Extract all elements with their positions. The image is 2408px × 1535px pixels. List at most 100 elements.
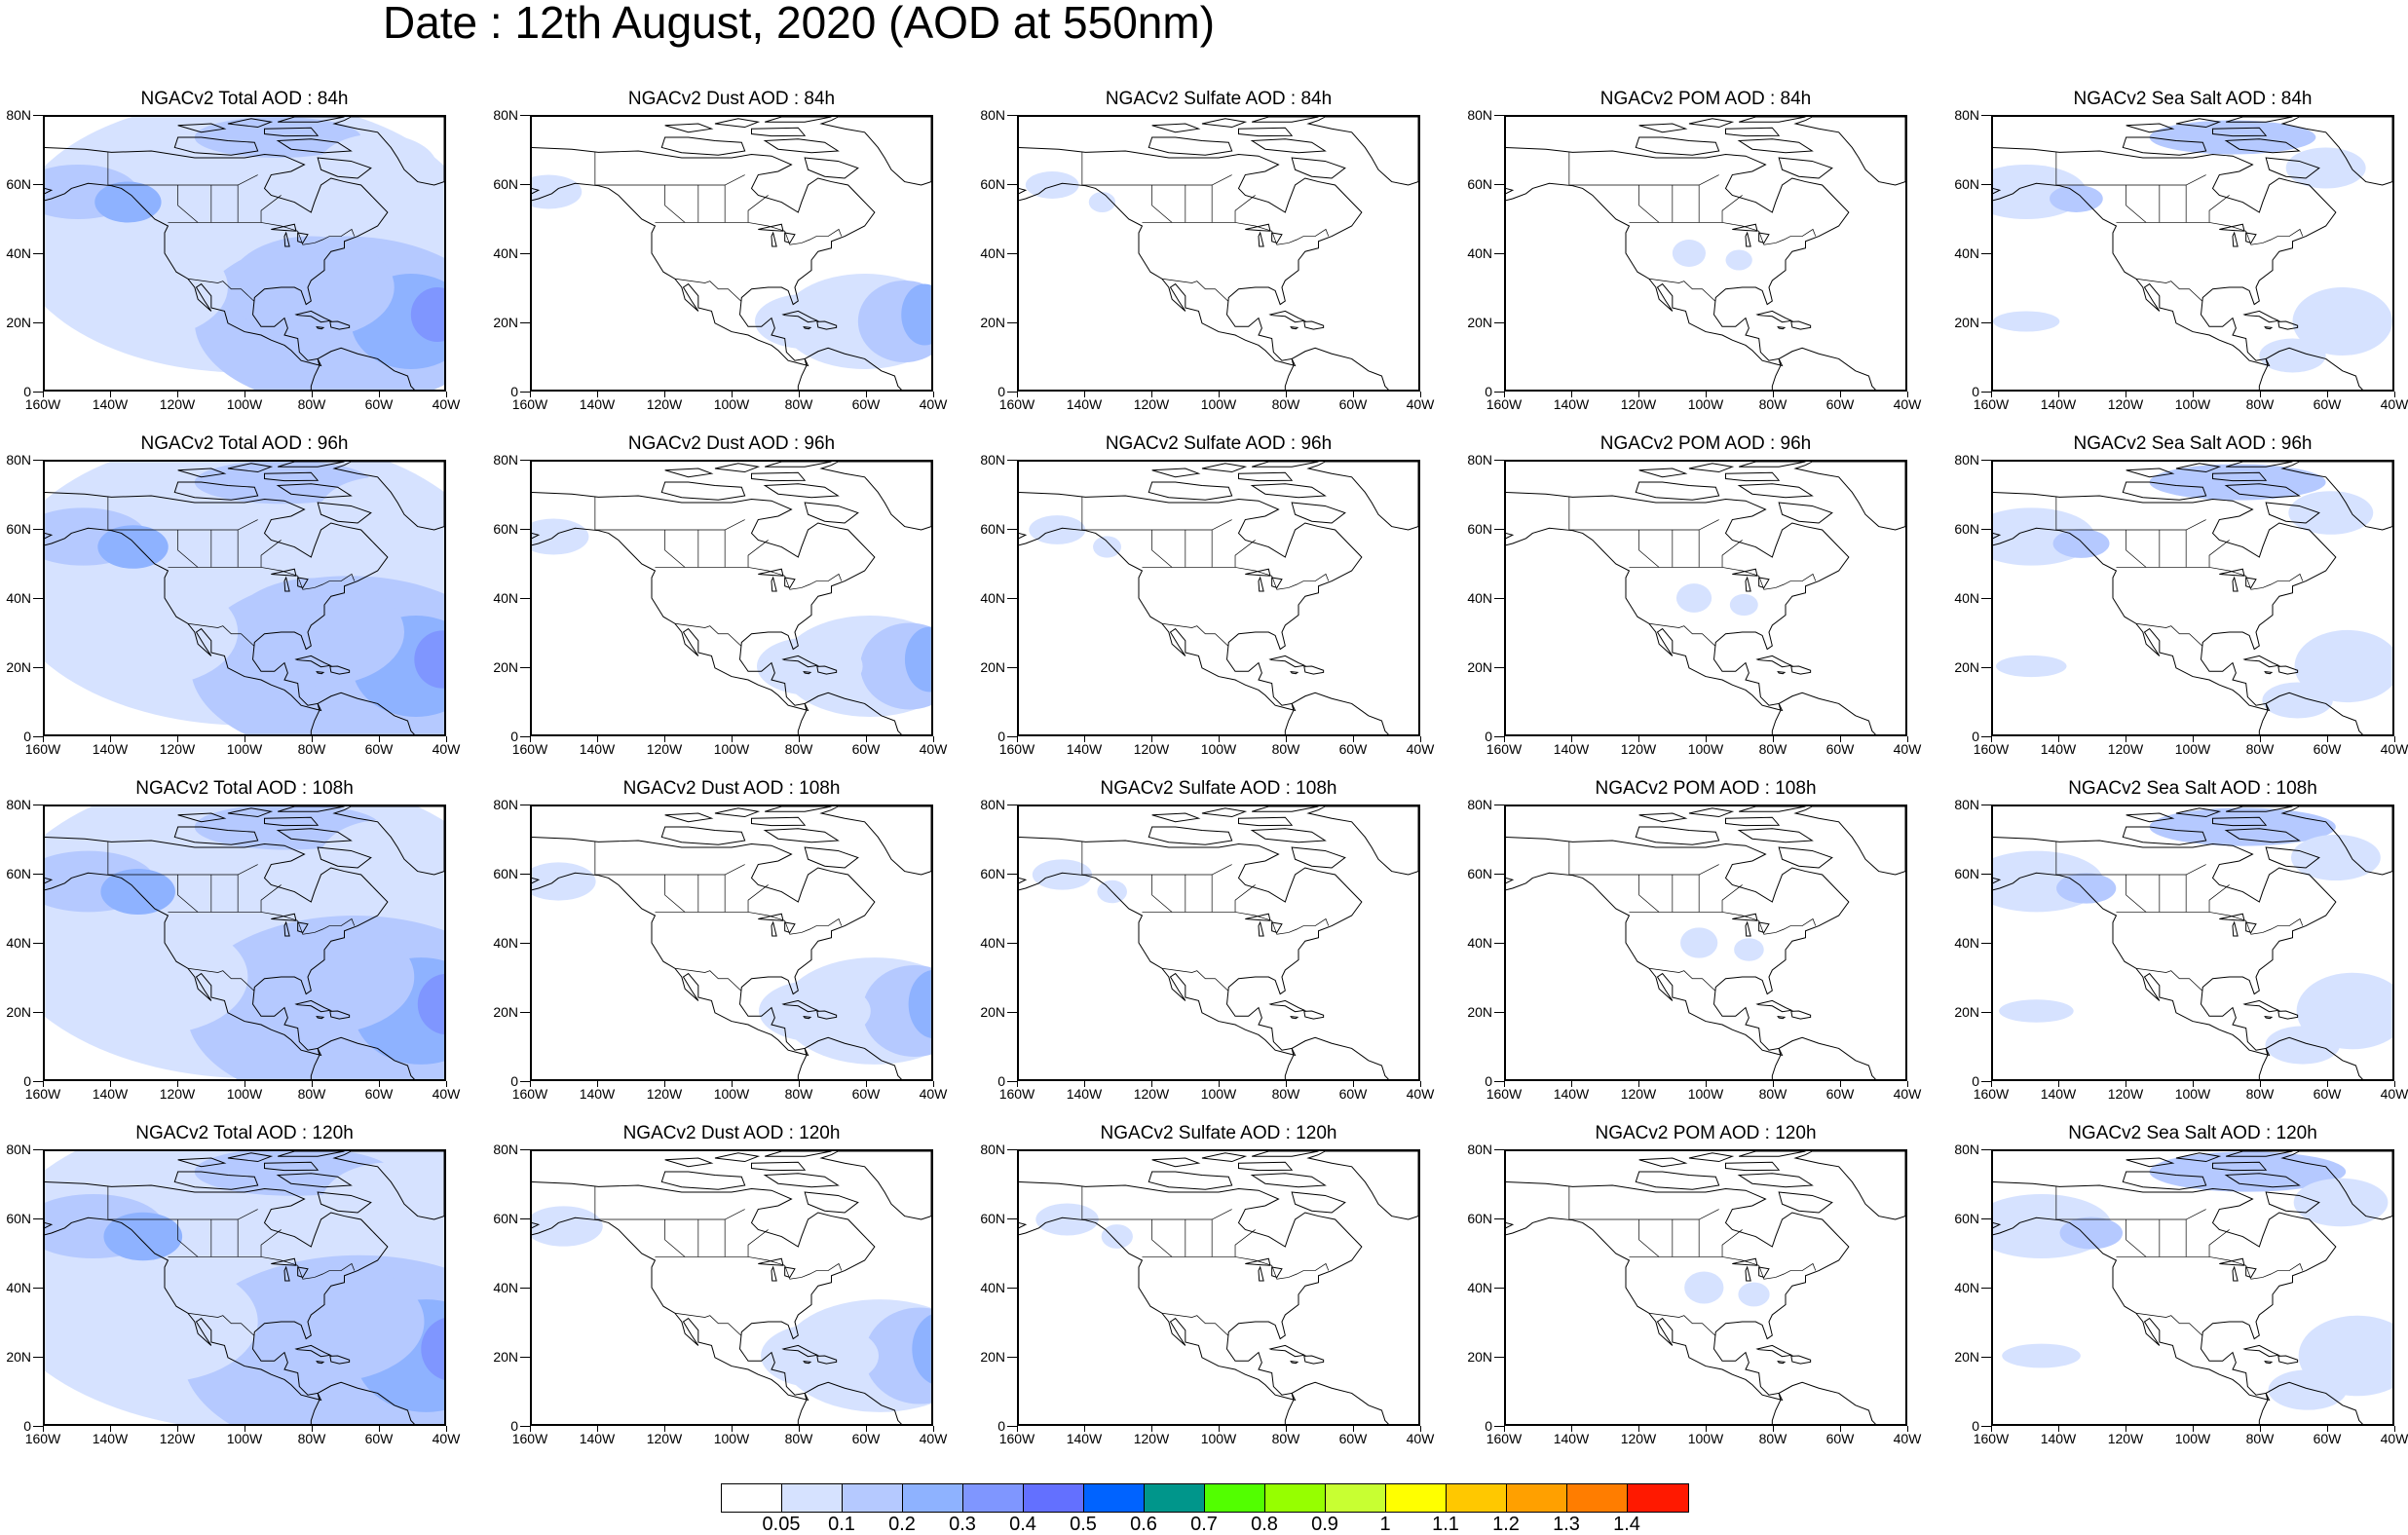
latitude-label: 0: [1972, 1073, 1979, 1089]
hispaniola-outline: [1303, 320, 1325, 330]
map-frame: [43, 460, 446, 736]
arctic-island-outline: [317, 157, 372, 179]
south-america-outline: [1771, 347, 1876, 390]
longitude-tick: [1353, 1426, 1354, 1432]
great-lake-outline: [283, 576, 290, 592]
aod-map: [1019, 117, 1418, 390]
longitude-tick: [1219, 1081, 1220, 1087]
arctic-island-outline: [763, 828, 840, 843]
longitude-tick: [530, 392, 531, 397]
aod-contour-region: [1680, 927, 1718, 958]
coastlines: [45, 1151, 444, 1424]
panel-title: NGACv2 Sea Salt AOD : 108h: [2068, 778, 2317, 799]
longitude-tick: [446, 1081, 447, 1087]
longitude-tick: [1504, 392, 1505, 397]
political-border: [664, 185, 686, 223]
longitude-label: 80W: [2245, 1431, 2275, 1446]
longitude-tick: [732, 736, 733, 742]
longitude-tick: [1638, 1426, 1639, 1432]
longitude-label: 140W: [1066, 1431, 1103, 1446]
longitude-label: 100W: [713, 1431, 750, 1446]
longitude-tick: [1151, 1081, 1152, 1087]
longitude-tick: [732, 1081, 733, 1087]
jamaica-outline: [1777, 1361, 1787, 1365]
north-america-outline: [45, 146, 389, 367]
longitude-tick: [1773, 392, 1774, 397]
jamaica-outline: [803, 1016, 812, 1020]
longitude-tick: [1991, 1426, 1992, 1432]
political-border: [1568, 864, 1719, 876]
cuba-outline: [1268, 999, 1306, 1013]
latitude-label: 60N: [6, 1211, 31, 1226]
cuba-outline: [1755, 999, 1793, 1013]
aod-map: [1019, 1151, 1418, 1424]
latitude-tick: [1494, 392, 1504, 393]
colorbar-label: 1: [1379, 1514, 1391, 1535]
longitude-label: 40W: [432, 741, 461, 757]
longitude-tick: [866, 392, 867, 397]
arctic-island-outline: [1635, 826, 1720, 845]
arctic-island-outline: [227, 807, 274, 818]
arctic-island-outline: [751, 816, 807, 827]
latitude-tick: [1007, 529, 1017, 530]
panel-title: NGACv2 Dust AOD : 84h: [627, 89, 836, 109]
arctic-island-outline: [1635, 136, 1720, 156]
colorbar-swatch: [1326, 1484, 1386, 1512]
aod-contour-region: [532, 1206, 603, 1247]
latitude-label: 80N: [980, 797, 1005, 812]
arctic-island-outline: [1250, 483, 1327, 499]
longitude-label: 120W: [2107, 741, 2144, 757]
great-lake-outline: [1758, 577, 1770, 589]
aod-map: [1019, 462, 1418, 734]
political-border: [594, 864, 745, 876]
colorbar: [721, 1483, 1689, 1513]
longitude-tick: [799, 1426, 800, 1432]
longitude-label: 60W: [2313, 741, 2342, 757]
longitude-label: 100W: [226, 1086, 263, 1102]
latitude-label: 80N: [493, 452, 518, 468]
latitude-tick: [1981, 667, 1991, 668]
latitude-tick: [520, 598, 530, 599]
longitude-label: 40W: [432, 1086, 461, 1102]
jamaica-outline: [2264, 326, 2274, 330]
latitude-label: 20N: [493, 315, 518, 330]
longitude-tick: [2193, 1081, 2194, 1087]
north-america-outline: [45, 836, 389, 1057]
south-america-outline: [797, 347, 902, 390]
longitude-label: 100W: [1200, 1086, 1237, 1102]
arctic-island-outline: [1201, 807, 1248, 818]
panel-title: NGACv2 Sea Salt AOD : 120h: [2068, 1123, 2317, 1143]
longitude-tick: [530, 1081, 531, 1087]
latitude-label: 20N: [980, 1349, 1005, 1365]
coastlines: [45, 462, 444, 734]
arctic-island-outline: [1151, 468, 1201, 478]
colorbar-swatch: [1386, 1484, 1447, 1512]
latitude-label: 20N: [1467, 315, 1492, 330]
political-border: [2135, 967, 2202, 992]
great-lake-outline: [297, 577, 309, 589]
coastlines: [1993, 117, 2392, 390]
political-border: [2135, 622, 2202, 647]
arctic-island-outline: [765, 462, 832, 468]
longitude-label: 120W: [1133, 396, 1170, 412]
longitude-tick: [110, 1426, 111, 1432]
map-panel: NGACv2 Dust AOD : 120h 80N 60N 40N 20N 0 160W 1…: [475, 1124, 1001, 1475]
latitude-tick: [1981, 736, 1991, 737]
cuba-outline: [1268, 310, 1306, 323]
latitude-label: 60N: [1954, 176, 1979, 192]
hispaniola-outline: [1790, 320, 1812, 330]
longitude-label: 60W: [1338, 396, 1368, 412]
longitude-label: 100W: [2174, 396, 2211, 412]
jamaica-outline: [1290, 671, 1299, 675]
longitude-tick: [1353, 736, 1354, 742]
arctic-island-outline: [751, 1161, 807, 1172]
latitude-label: 40N: [493, 245, 518, 261]
longitude-tick: [732, 1426, 733, 1432]
political-border: [1142, 567, 1330, 590]
longitude-tick: [1638, 1081, 1639, 1087]
south-america-outline: [1771, 1381, 1876, 1424]
arctic-island-outline: [1250, 1173, 1327, 1188]
coastlines: [45, 117, 444, 390]
north-america-outline: [1019, 146, 1363, 367]
colorbar-swatch: [1567, 1484, 1628, 1512]
